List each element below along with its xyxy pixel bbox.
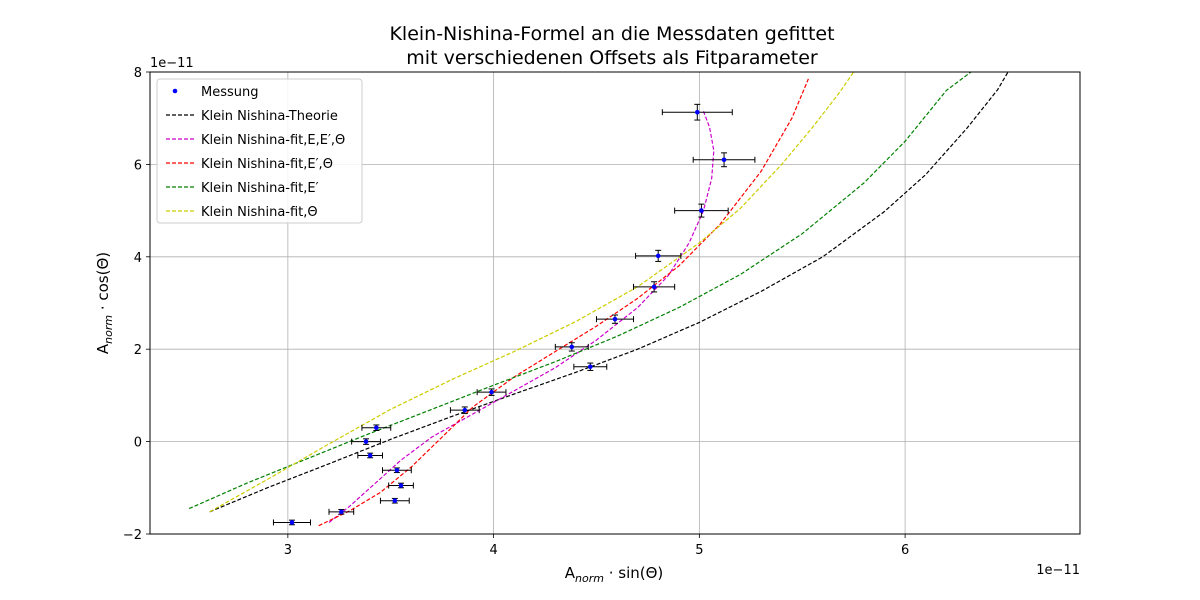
x-axis-label-main: A (565, 564, 576, 582)
measurement-point-14 (651, 284, 657, 290)
y-axis-offset-text: 1e−11 (150, 56, 194, 71)
measurement-point-6 (367, 453, 373, 458)
chart-title-line1: Klein-Nishina-Formel an die Messdaten ge… (389, 23, 834, 45)
measurement-point-5 (394, 467, 400, 473)
measurement-point-13 (612, 316, 618, 322)
legend-entry-4: Klein Nishina-fit,E′ (166, 181, 319, 196)
legend-label-3: Klein Nishina-fit,E′,Θ (201, 157, 333, 172)
y-tick-label: 8 (134, 66, 142, 81)
legend-label-measurement: Messung (201, 85, 259, 100)
measurement-point-12 (569, 344, 575, 350)
y-axis-label-sub: norm (102, 315, 115, 344)
x-axis-label-rest: · sin(Θ) (604, 564, 663, 582)
legend-entry-3: Klein Nishina-fit,E′,Θ (166, 157, 333, 172)
legend-label-5: Klein Nishina-fit,Θ (201, 205, 318, 220)
measurement-point-16 (699, 208, 704, 213)
fit-curves (188, 72, 1009, 527)
measurement-point-15 (655, 253, 661, 259)
y-axis-label-rest: · cos(Θ) (94, 252, 112, 315)
measurement-point-1 (289, 520, 295, 525)
x-axis-offset-text: 1e−11 (1036, 563, 1080, 578)
x-tick-label: 4 (489, 543, 497, 558)
fit-curve-4 (188, 72, 972, 510)
y-axis-label-main: A (94, 343, 112, 354)
fit-curve-2 (328, 111, 715, 523)
legend-marker-measurement (172, 88, 178, 94)
legend-box (156, 78, 363, 224)
legend-label-4: Klein Nishina-fit,E′ (201, 181, 319, 196)
x-tick-label: 5 (695, 543, 703, 558)
measurement-point-17 (721, 157, 727, 163)
legend-entry-measurement: Messung (172, 85, 259, 100)
x-tick-label: 6 (901, 543, 909, 558)
measurement-point-11 (588, 364, 593, 370)
legend: Messung Klein Nishina-Theorie Klein Nishin… (156, 78, 363, 224)
y-tick-label: −2 (123, 528, 142, 543)
y-axis-label: Anorm · cos(Θ) (94, 252, 115, 354)
measurement-point-8 (374, 425, 379, 431)
measurement-point-10 (489, 389, 494, 395)
legend-label-1: Klein Nishina-Theorie (201, 109, 338, 124)
x-axis-label: Anorm · sin(Θ) (565, 564, 664, 585)
measurement-points (289, 109, 727, 525)
legend-entry-2: Klein Nishina-fit,E,E′,Θ (166, 133, 345, 148)
measurement-point-4 (398, 483, 404, 488)
y-tick-label: 6 (134, 158, 142, 173)
measurement-point-3 (392, 498, 398, 504)
measurement-point-7 (363, 439, 369, 444)
x-axis-label-sub: norm (575, 572, 604, 585)
legend-label-2: Klein Nishina-fit,E,E′,Θ (201, 133, 345, 148)
y-tick-label: 4 (134, 251, 142, 266)
chart-title-line2: mit verschiedenen Offsets als Fitparamet… (406, 47, 818, 69)
legend-entry-1: Klein Nishina-Theorie (166, 109, 338, 124)
y-tick-label: 0 (134, 436, 142, 451)
plot-frame (149, 71, 1081, 535)
x-axis-ticks: 3 4 5 6 (284, 534, 909, 558)
fit-curve-3 (318, 78, 809, 527)
x-tick-label: 3 (284, 543, 292, 558)
measurement-point-18 (695, 109, 700, 115)
measurement-point-2 (339, 509, 344, 515)
legend-entry-5: Klein Nishina-fit,Θ (166, 205, 318, 220)
measurement-point-9 (462, 407, 468, 413)
y-tick-label: 2 (134, 343, 142, 358)
y-axis-ticks: −2 0 2 4 6 8 (123, 66, 150, 543)
